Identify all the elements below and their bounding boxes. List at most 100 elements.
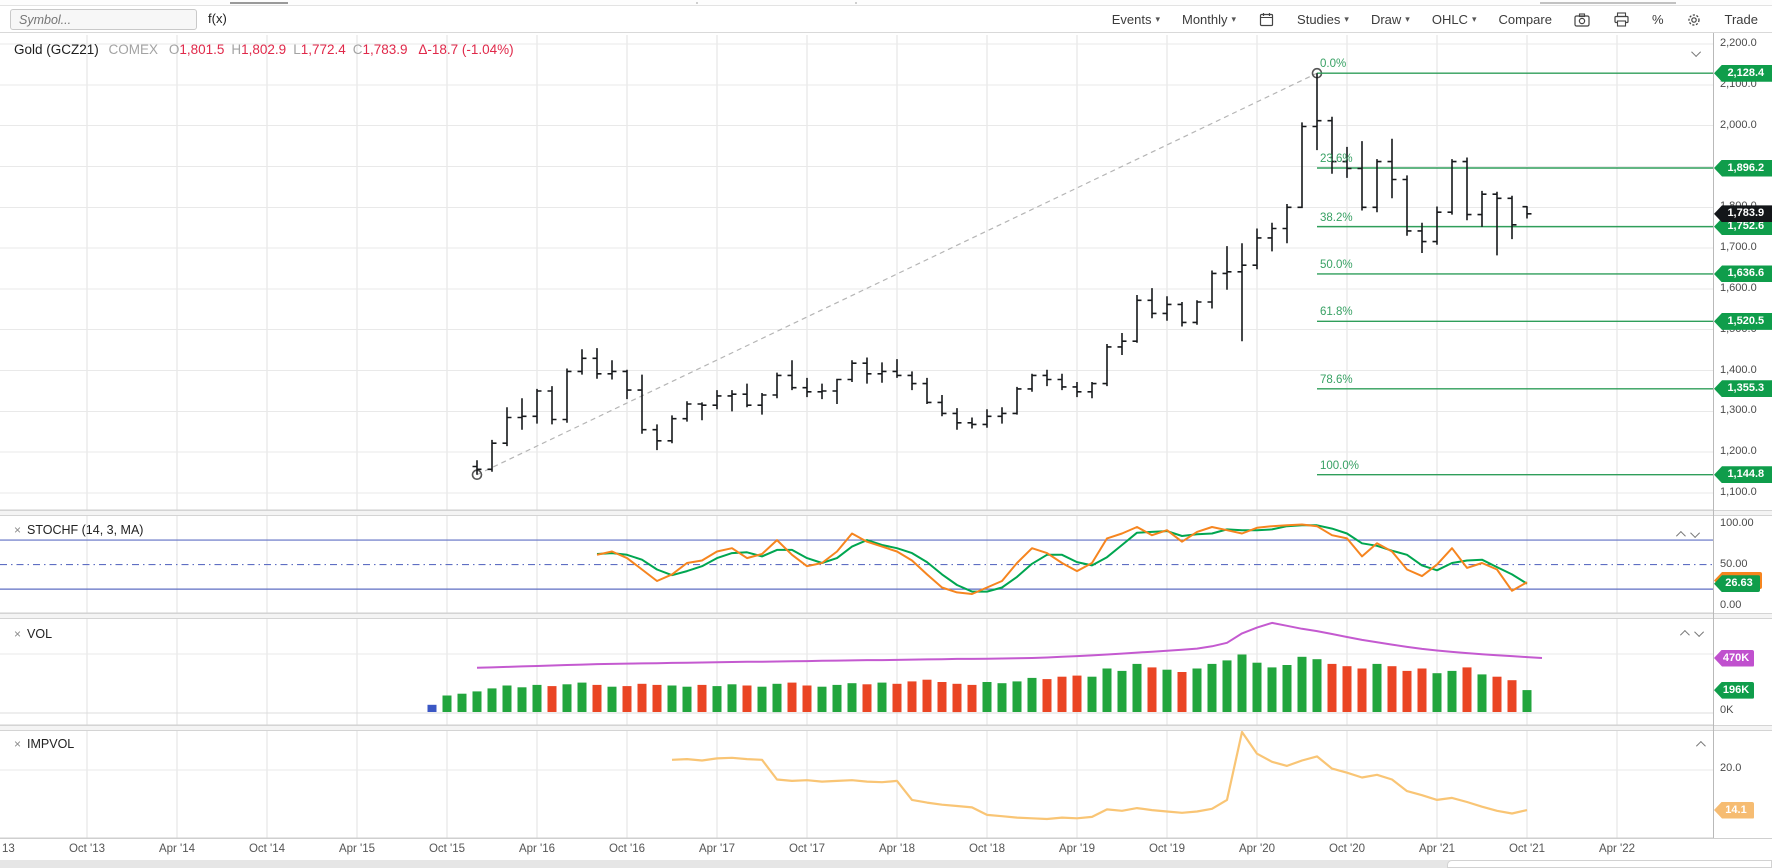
tab-edge-mark xyxy=(1540,0,1676,4)
volume-bar xyxy=(1072,675,1082,712)
volume-bar xyxy=(982,682,992,712)
x-axis-label: Oct '15 xyxy=(428,843,466,855)
gear-icon[interactable] xyxy=(1686,11,1703,28)
chevron-down-icon: ▾ xyxy=(1155,14,1160,24)
ohlc-key: O xyxy=(168,42,180,57)
fib-label: 0.0% xyxy=(1320,58,1347,71)
close-study-icon[interactable]: × xyxy=(14,627,22,641)
gear-icon[interactable] xyxy=(1686,11,1703,28)
ohlc-values: O1,801.5 H1,802.9 L1,772.4 C1,783.9 xyxy=(162,42,408,57)
x-axis-label: Apr '22 xyxy=(1598,843,1636,855)
panel-collapse-controls xyxy=(1691,47,1702,58)
tab-edge-mark xyxy=(230,0,288,4)
volume-bar xyxy=(1417,668,1427,712)
ohlc-value: 1,783.9 xyxy=(362,42,408,57)
chart-toolbar: f(x) Events▾Monthly▾Studies▾Draw▾OHLC▾Co… xyxy=(0,6,1772,33)
volume-bar xyxy=(1042,679,1052,712)
x-axis-label: Oct '17 xyxy=(788,843,826,855)
close-study-icon[interactable]: × xyxy=(14,737,22,751)
volume-bar xyxy=(1327,663,1337,712)
exchange-label: COMEX xyxy=(108,42,159,57)
volume-bar xyxy=(637,683,647,713)
volume-bar xyxy=(1162,669,1172,712)
x-axis-label: Oct '16 xyxy=(608,843,646,855)
studies-menu-label: Studies xyxy=(1297,12,1341,27)
symbol-input[interactable] xyxy=(10,9,197,30)
volume-bar xyxy=(547,686,557,712)
browser-tab-remnant-strip xyxy=(0,0,1772,6)
volume-bar xyxy=(967,684,977,712)
volume-bar xyxy=(1342,666,1352,712)
volume-bar xyxy=(1477,674,1487,712)
panel-separator[interactable] xyxy=(0,725,1772,731)
volume-bar xyxy=(832,684,842,712)
calendar-icon[interactable] xyxy=(1258,11,1275,28)
draw-menu[interactable]: Draw ▾ xyxy=(1371,12,1410,27)
price-axis-label: 1,700.0 xyxy=(1720,241,1757,254)
x-axis-label: Apr '16 xyxy=(518,843,556,855)
volume-bar xyxy=(1492,676,1502,712)
x-axis-strip[interactable] xyxy=(0,838,1772,860)
volume-bar xyxy=(517,687,527,712)
fib-price-badge: 1,520.5 xyxy=(1714,312,1772,330)
volume-bar xyxy=(427,704,437,712)
volume-bar xyxy=(502,685,512,712)
fib-label: 23.6% xyxy=(1320,153,1353,165)
bottom-scrollbar-thumb[interactable] xyxy=(1447,860,1772,868)
calendar-icon[interactable] xyxy=(1258,11,1275,28)
volume-bar xyxy=(937,682,947,712)
x-axis-label: Oct '18 xyxy=(968,843,1006,855)
ohlc-value: 1,772.4 xyxy=(300,42,346,57)
panel-separator[interactable] xyxy=(0,510,1772,516)
compare-button-label: Compare xyxy=(1498,12,1552,27)
compare-button[interactable]: Compare xyxy=(1498,12,1551,27)
percent-icon[interactable]: % xyxy=(1652,12,1664,27)
volume-bar xyxy=(1027,677,1037,712)
vol-value-badge: 196K xyxy=(1714,681,1754,699)
change-label: Δ-18.7 (-1.04%) xyxy=(418,42,514,57)
panel-separator[interactable] xyxy=(0,613,1772,619)
ohlc-bars xyxy=(472,73,1532,475)
price-axis-label: 2,200.0 xyxy=(1720,37,1757,49)
volume-bar xyxy=(1222,660,1232,712)
stochf-axis-label: 0.00 xyxy=(1720,598,1742,611)
monthly-menu[interactable]: Monthly ▾ xyxy=(1182,12,1236,27)
ohlc-menu[interactable]: OHLC ▾ xyxy=(1432,12,1477,27)
printer-icon[interactable] xyxy=(1613,11,1630,28)
volume-bar xyxy=(667,685,677,712)
x-axis-label: 13 xyxy=(2,843,15,855)
camera-icon[interactable] xyxy=(1574,11,1591,28)
studies-menu[interactable]: Studies ▾ xyxy=(1297,12,1349,27)
fib-price-badge: 1,144.8 xyxy=(1714,466,1772,484)
chevron-down-icon: ▾ xyxy=(1231,14,1237,24)
volume-bar xyxy=(1087,676,1097,712)
volume-bar xyxy=(1387,666,1397,712)
x-axis-label: Oct '21 xyxy=(1508,843,1546,855)
stochf-axis-label: 100.00 xyxy=(1720,516,1754,529)
printer-icon[interactable] xyxy=(1613,11,1630,28)
volume-bar xyxy=(457,693,467,712)
close-study-icon[interactable]: × xyxy=(14,523,22,537)
bottom-scrollbar-track[interactable] xyxy=(0,860,1772,868)
price-axis-label: 1,300.0 xyxy=(1720,404,1757,417)
volume-bar xyxy=(472,691,482,712)
fx-button[interactable]: f(x) xyxy=(208,11,227,26)
camera-icon[interactable] xyxy=(1574,11,1591,28)
stochf-fast-k-line xyxy=(596,523,1528,595)
trade-button[interactable]: Trade xyxy=(1725,12,1758,27)
percent-icon-label: % xyxy=(1651,12,1664,27)
ohlc-value: 1,801.5 xyxy=(179,42,225,57)
x-axis-label: Apr '18 xyxy=(878,843,916,855)
events-menu[interactable]: Events ▾ xyxy=(1112,12,1160,27)
impvol-value-badge: 14.1 xyxy=(1714,801,1754,819)
y-axis-border xyxy=(1713,33,1714,838)
volume-bar xyxy=(1012,681,1022,712)
x-axis-label: Apr '20 xyxy=(1238,843,1276,855)
volume-bar xyxy=(712,686,722,712)
chevron-down-icon: ▾ xyxy=(1344,14,1349,24)
chevron-down-icon: ▾ xyxy=(1471,14,1477,24)
events-menu-label: Events xyxy=(1111,12,1152,27)
fib-price-badge: 1,896.2 xyxy=(1714,159,1772,177)
